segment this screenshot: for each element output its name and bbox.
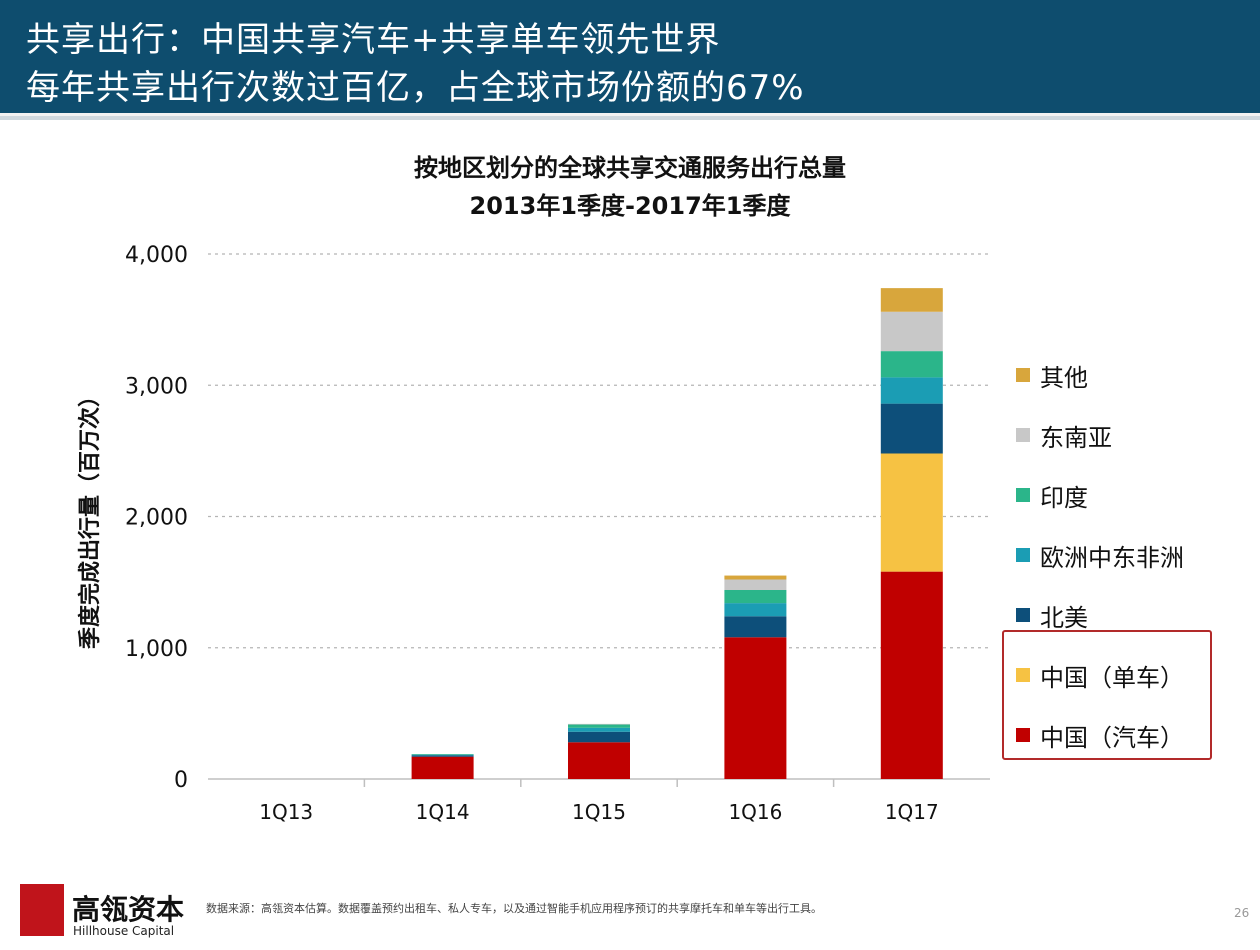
legend-item: 中国（汽车） <box>1016 705 1226 765</box>
bar-segment <box>880 311 943 352</box>
legend-swatch <box>1016 368 1030 382</box>
data-source-note: 数据来源：高瓴资本估算。数据覆盖预约出租车、私人专车，以及通过智能手机应用程序预… <box>206 902 822 915</box>
legend-label: 中国（单车） <box>1040 663 1184 692</box>
legend-item: 欧洲中东非洲 <box>1016 525 1226 585</box>
x-tick-label: 1Q14 <box>416 800 470 824</box>
bar-segment <box>411 755 474 757</box>
legend-label: 印度 <box>1040 483 1088 512</box>
slide-footer: 高瓴资本 Hillhouse Capital 数据来源：高瓴资本估算。数据覆盖预… <box>0 870 1260 950</box>
legend-swatch <box>1016 668 1030 682</box>
chart-subtitle: 2013年1季度-2017年1季度 <box>469 192 791 220</box>
bar-segment <box>568 724 630 728</box>
legend-item: 中国（单车） <box>1016 645 1226 705</box>
bar-segment <box>724 590 787 604</box>
y-tick-label: 0 <box>174 768 188 793</box>
bar-segment <box>880 351 943 378</box>
slide-header: 共享出行：中国共享汽车+共享单车领先世界 每年共享出行次数过百亿，占全球市场份额… <box>0 0 1260 116</box>
company-name-en: Hillhouse Capital <box>73 924 175 938</box>
hillhouse-logo-icon <box>20 884 64 936</box>
legend-label: 东南亚 <box>1040 423 1112 452</box>
y-tick-label: 1,000 <box>125 637 188 662</box>
legend-swatch <box>1016 608 1030 622</box>
legend-item: 印度 <box>1016 465 1226 525</box>
header-divider <box>0 116 1260 120</box>
legend-item: 东南亚 <box>1016 405 1226 465</box>
x-tick-label: 1Q13 <box>259 800 313 824</box>
bar-segment <box>411 754 474 755</box>
y-tick-label: 4,000 <box>125 243 188 268</box>
legend-label: 中国（汽车） <box>1040 723 1184 752</box>
page-number: 26 <box>1234 906 1250 920</box>
chart-legend: 其他东南亚印度欧洲中东非洲 北美中国（单车） 中国（汽车） <box>1016 345 1226 765</box>
legend-label: 其他 <box>1040 363 1088 392</box>
bar-segment <box>411 754 474 756</box>
bar-segment <box>880 288 943 312</box>
bar-segment <box>724 616 787 638</box>
bar-segment <box>880 377 943 404</box>
legend-swatch <box>1016 728 1030 742</box>
legend-label: 北美 <box>1040 603 1088 632</box>
slide-title-line-1: 共享出行：中国共享汽车+共享单车领先世界 <box>26 20 721 60</box>
bar-segment <box>724 579 787 590</box>
company-name-cn: 高瓴资本 <box>72 893 185 926</box>
y-tick-label: 2,000 <box>125 506 188 531</box>
bar-segment <box>880 571 943 779</box>
bar-segment <box>880 453 943 572</box>
bar-segment <box>724 637 787 779</box>
legend-china-highlight-box <box>1002 630 1212 760</box>
x-tick-label: 1Q17 <box>885 800 939 824</box>
bar-segment <box>568 731 630 743</box>
slide-title-line-2: 每年共享出行次数过百亿，占全球市场份额的67% <box>26 68 805 108</box>
bar-segment <box>724 575 787 580</box>
bar-segment <box>724 603 787 617</box>
legend-swatch <box>1016 548 1030 562</box>
legend-swatch <box>1016 428 1030 442</box>
y-tick-label: 3,000 <box>125 374 188 399</box>
bar-segment <box>411 756 474 779</box>
bar-segment <box>568 727 630 732</box>
chart-title: 按地区划分的全球共享交通服务出行总量 <box>414 154 846 182</box>
legend-label: 欧洲中东非洲 <box>1040 543 1184 572</box>
bar-segment <box>880 403 943 454</box>
bar-segment <box>568 723 630 725</box>
x-tick-label: 1Q15 <box>572 800 626 824</box>
x-tick-label: 1Q16 <box>728 800 782 824</box>
bar-segment <box>568 742 630 779</box>
legend-item: 北美 <box>1016 585 1226 645</box>
legend-swatch <box>1016 488 1030 502</box>
legend-item: 其他 <box>1016 345 1226 405</box>
